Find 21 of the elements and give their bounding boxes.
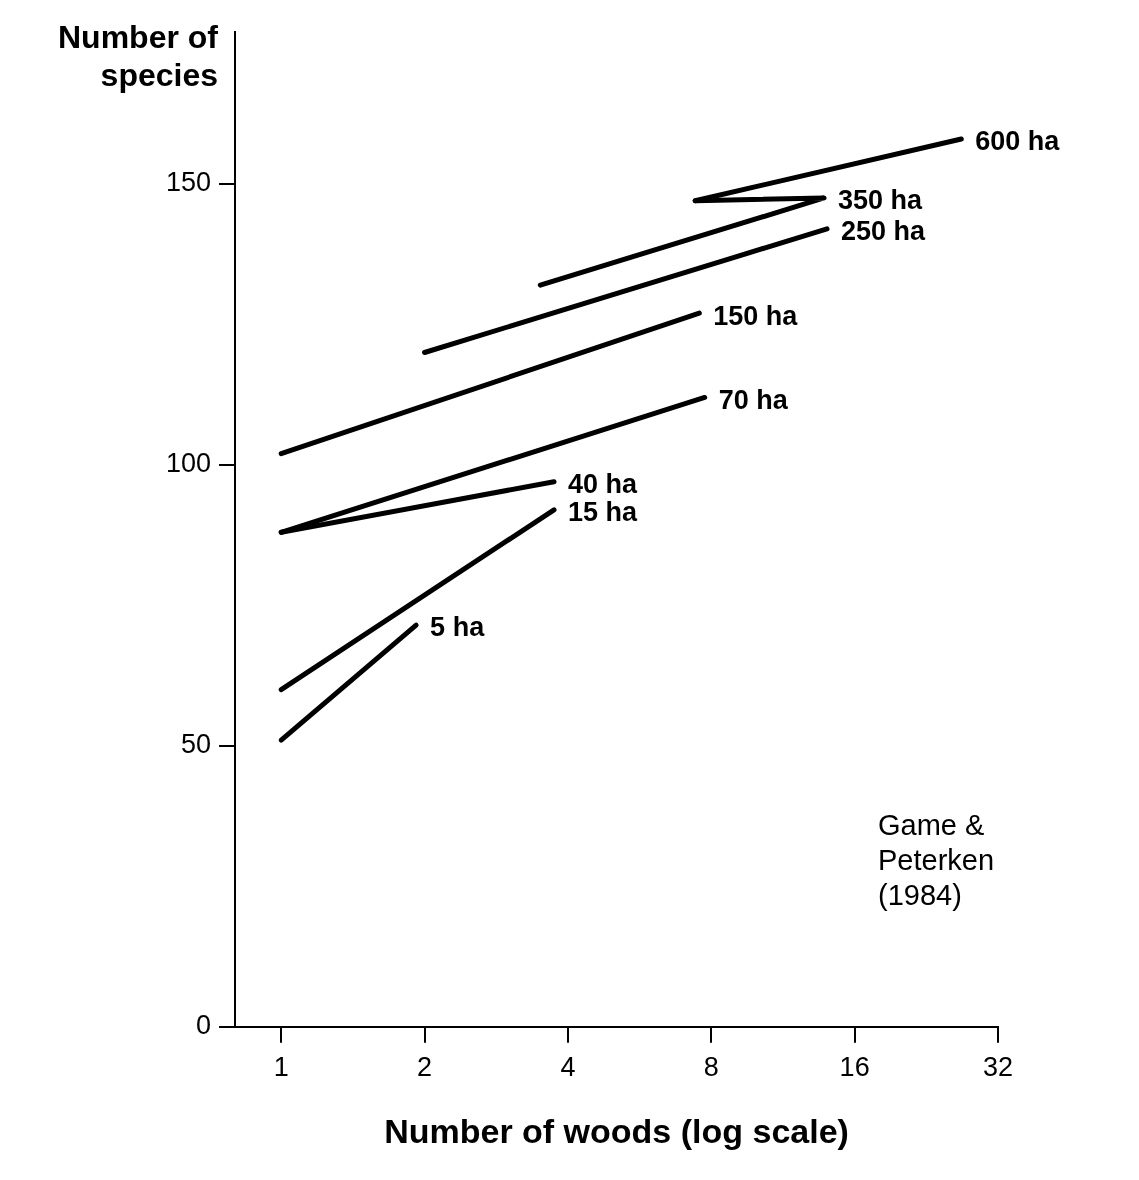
x-tick-label: 32 — [982, 1052, 1014, 1083]
x-tick-label: 1 — [273, 1052, 289, 1083]
x-tick-label: 8 — [703, 1052, 719, 1083]
series-label: 70 ha — [718, 384, 789, 415]
series-label: 600 ha — [975, 126, 1061, 157]
series-label: 40 ha — [568, 469, 639, 500]
series-label: 150 ha — [713, 300, 799, 331]
x-tick-label: 2 — [417, 1052, 433, 1083]
x-tick-label: 16 — [839, 1052, 870, 1083]
x-axis-title: Number of woods (log scale) — [384, 1111, 849, 1150]
y-axis-title: Number of species — [57, 18, 218, 94]
y-tick-label: 0 — [196, 1010, 212, 1041]
series-label: 5 ha — [430, 612, 486, 643]
x-tick-label: 4 — [560, 1052, 576, 1083]
y-tick-label: 100 — [165, 448, 212, 479]
y-tick-label: 150 — [165, 167, 212, 198]
y-tick-label: 50 — [181, 729, 212, 760]
series-label: 250 ha — [841, 216, 927, 247]
series-label: 350 ha — [838, 185, 924, 216]
series-label: 15 ha — [568, 497, 639, 528]
annotation: Game & Peterken (1984) — [878, 808, 995, 913]
